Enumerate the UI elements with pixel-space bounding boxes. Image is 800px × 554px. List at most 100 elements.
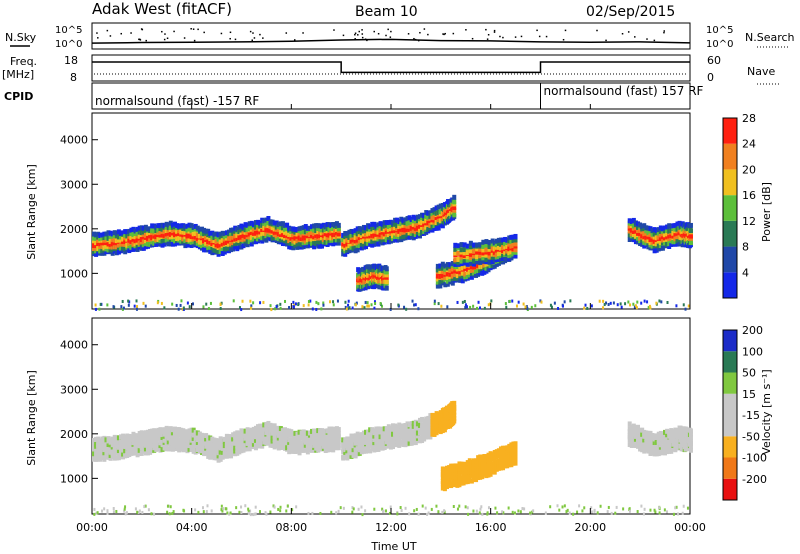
noise-left-tick-bottom: 10^0: [55, 39, 82, 50]
heatmap-cell: [237, 449, 242, 455]
heatmap-cell: [341, 446, 346, 452]
heatmap-cell: [409, 440, 414, 446]
heatmap-cell: [665, 449, 670, 455]
heatmap-cell: [509, 238, 514, 244]
heatmap-cell: [206, 244, 211, 250]
heatmap-cell: [370, 433, 375, 439]
heatmap-cell: [241, 447, 246, 453]
heatmap-cell: [260, 227, 265, 233]
heatmap-cell: [181, 307, 184, 311]
heatmap-cell: [237, 240, 242, 246]
heatmap-cell: [260, 428, 265, 434]
heatmap-cell: [351, 452, 356, 458]
heatmap-cell: [208, 239, 213, 245]
heatmap-cell: [511, 243, 516, 249]
heatmap-cell: [370, 242, 375, 248]
heatmap-cell: [415, 507, 418, 511]
heatmap-cell: [175, 223, 180, 229]
heatmap-cell: [191, 236, 196, 242]
heatmap-cell: [116, 435, 121, 441]
heatmap-cell: [442, 486, 447, 492]
heatmap-cell: [137, 447, 142, 453]
heatmap-cell: [256, 437, 261, 443]
heatmap-cell: [343, 453, 348, 459]
heatmap-cell: [260, 235, 265, 241]
heatmap-cell: [467, 269, 472, 275]
heatmap-cell: [636, 430, 641, 436]
heatmap-cell: [154, 224, 159, 230]
heatmap-cell: [484, 268, 489, 274]
colorbar-tick-label: 8: [742, 241, 749, 254]
noise-search-point: [407, 33, 410, 35]
heatmap-cell: [204, 436, 209, 442]
heatmap-cell: [168, 426, 173, 432]
heatmap-cell: [467, 458, 472, 464]
heatmap-cell: [633, 425, 638, 431]
heatmap-cell: [411, 231, 416, 237]
heatmap-cell: [656, 431, 661, 437]
heatmap-cell: [479, 507, 482, 511]
heatmap-cell: [141, 239, 146, 245]
heatmap-cell: [341, 454, 346, 460]
heatmap-cell: [253, 432, 258, 438]
heatmap-cell: [239, 234, 244, 240]
heatmap-cell: [343, 251, 348, 257]
heatmap-cell: [397, 224, 402, 230]
heatmap-cell: [422, 221, 427, 227]
heatmap-cell: [455, 275, 460, 281]
heatmap-cell: [496, 451, 501, 457]
heatmap-cell: [156, 230, 161, 236]
heatmap-cell: [411, 431, 416, 437]
heatmap-cell: [503, 449, 508, 455]
heatmap-cell: [384, 225, 389, 231]
heatmap-cell: [525, 305, 528, 309]
heatmap-cell: [187, 446, 192, 452]
heatmap-cell: [345, 448, 350, 454]
heatmap-cell: [494, 506, 497, 510]
heatmap-cell: [208, 248, 213, 254]
heatmap-cell: [128, 300, 131, 304]
heatmap-cell: [150, 433, 155, 439]
heatmap-cell: [481, 247, 486, 253]
heatmap-cell: [256, 441, 261, 447]
heatmap-cell: [189, 447, 194, 453]
heatmap-cell: [116, 442, 121, 448]
heatmap-cell: [195, 439, 200, 445]
heatmap-cell: [175, 440, 180, 446]
heatmap-cell: [226, 453, 231, 459]
noise-search-point: [354, 32, 357, 35]
heatmap-cell: [445, 271, 450, 277]
heatmap-cell: [433, 299, 436, 303]
heatmap-cell: [177, 307, 180, 311]
heatmap-cell: [424, 420, 429, 426]
heatmap-cell: [386, 223, 391, 229]
heatmap-cell: [162, 431, 167, 437]
heatmap-cell: [447, 465, 452, 471]
heatmap-cell: [399, 506, 402, 510]
heatmap-cell: [120, 305, 123, 309]
heatmap-cell: [633, 225, 638, 231]
heatmap-cell: [355, 440, 360, 446]
heatmap-cell: [179, 229, 184, 235]
heatmap-cell: [395, 424, 400, 430]
heatmap-cell: [235, 446, 240, 452]
heatmap-cell: [253, 224, 258, 230]
heatmap-cell: [283, 427, 288, 433]
heatmap-cell: [262, 218, 267, 224]
heatmap-cell: [162, 232, 167, 238]
heatmap-cell: [270, 436, 275, 442]
heatmap-cell: [226, 446, 231, 452]
heatmap-cell: [468, 248, 473, 254]
heatmap-cell: [199, 245, 204, 251]
heatmap-cell: [343, 242, 348, 248]
heatmap-cell: [484, 252, 489, 258]
heatmap-cell: [322, 303, 325, 307]
heatmap-cell: [277, 507, 280, 511]
heatmap-cell: [384, 436, 389, 442]
heatmap-cell: [449, 470, 454, 476]
heatmap-cell: [496, 254, 501, 260]
time-x-axis: 00:00 04:00 08:00 12:00 16:00 20:00 00:00: [76, 104, 706, 534]
heatmap-cell: [305, 237, 310, 243]
heatmap-cell: [233, 451, 238, 457]
